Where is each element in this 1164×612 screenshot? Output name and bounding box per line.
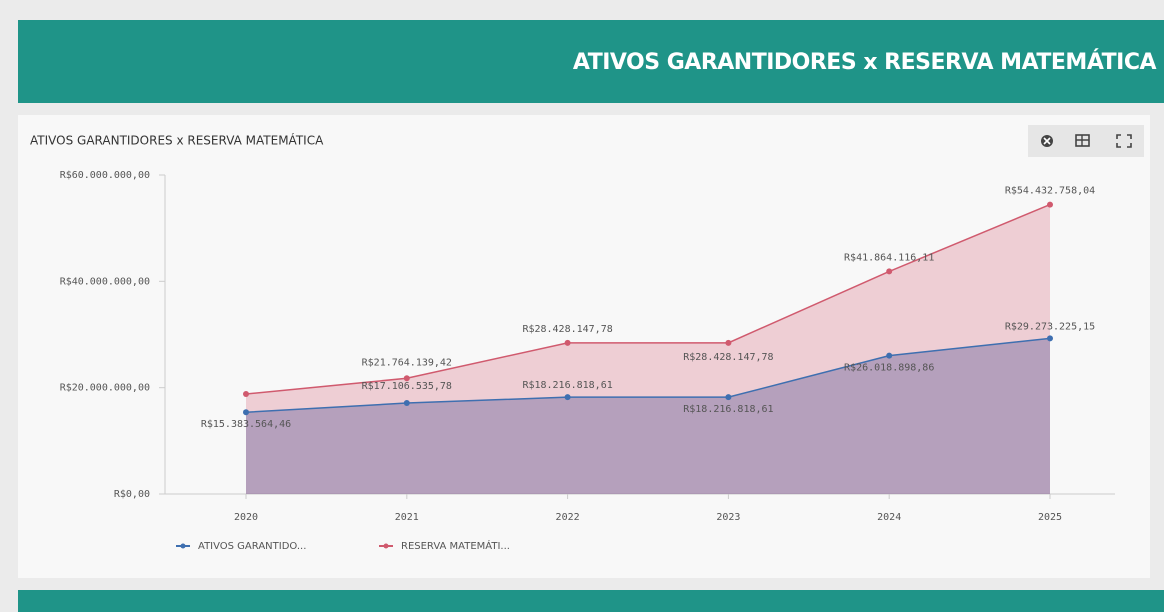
point	[564, 339, 571, 346]
y-tick-label: R$60.000.000,00	[60, 170, 150, 181]
value-label: R$21.764.139,42	[362, 357, 452, 368]
value-label: R$41.864.116,11	[844, 252, 934, 263]
point	[403, 375, 410, 382]
chart-title: ATIVOS GARANTIDORES x RESERVA MATEMÁTICA	[30, 133, 324, 148]
value-label: R$18.216.818,61	[522, 380, 612, 391]
line	[245, 337, 1051, 413]
point	[243, 409, 249, 416]
close-icon-x	[1043, 137, 1051, 145]
x-tick-label: 2022	[556, 512, 580, 523]
chart-panel	[18, 115, 1150, 578]
x-tick-label: 2020	[234, 512, 258, 523]
point	[243, 391, 249, 398]
x-tick-label: 2025	[1038, 512, 1062, 523]
line	[245, 203, 1051, 395]
point	[886, 352, 893, 359]
value-label: R$26.018.898,86	[844, 363, 934, 374]
value-label: R$28.428.147,78	[683, 352, 773, 363]
point	[886, 268, 893, 275]
table-icon-grid	[1076, 135, 1089, 146]
y-tick-label: R$0,00	[114, 489, 150, 500]
legend-marker	[383, 543, 389, 549]
toolbar	[1028, 125, 1144, 157]
area	[246, 338, 1050, 494]
value-label: R$18.216.818,61	[683, 404, 773, 415]
legend-marker	[180, 543, 186, 549]
legend-label: ATIVOS GARANTIDO...	[198, 541, 306, 552]
value-label: R$54.432.758,04	[1005, 186, 1095, 197]
point	[403, 400, 410, 407]
value-label: R$15.383.564,46	[201, 419, 291, 430]
footer-bar	[18, 590, 1164, 612]
legend-label: RESERVA MATEMÁTI...	[401, 539, 510, 552]
x-tick-label: 2023	[716, 512, 740, 523]
point	[564, 394, 571, 401]
x-tick-label: 2024	[877, 512, 901, 523]
fullscreen-icon[interactable]	[1116, 134, 1132, 148]
header-bar: ATIVOS GARANTIDORES x RESERVA MATEMÁTICA	[18, 20, 1164, 103]
value-label: R$28.428.147,78	[522, 324, 612, 335]
point	[1047, 201, 1053, 208]
header-title: ATIVOS GARANTIDORES x RESERVA MATEMÁTICA	[572, 50, 1157, 75]
area	[246, 204, 1050, 494]
x-tick-label: 2021	[395, 512, 419, 523]
value-label: R$17.106.535,78	[362, 381, 452, 392]
y-tick-label: R$20.000.000,00	[60, 383, 150, 394]
y-tick-label: R$40.000.000,00	[60, 276, 150, 287]
point	[725, 339, 732, 346]
point	[1047, 335, 1053, 342]
point	[725, 394, 732, 401]
value-label: R$29.273.225,15	[1005, 321, 1095, 332]
